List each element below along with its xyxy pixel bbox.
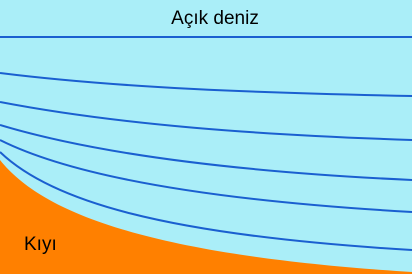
shore-label: Kıyı bbox=[24, 234, 57, 255]
diagram: Açık deniz Kıyı bbox=[0, 0, 412, 274]
page: {"labels": {"sea": "Açık deniz", "shore"… bbox=[0, 0, 412, 274]
sea-label: Açık deniz bbox=[171, 8, 259, 29]
